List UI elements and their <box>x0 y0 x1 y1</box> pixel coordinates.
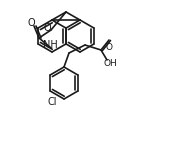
Text: O: O <box>27 18 35 28</box>
Text: Cl: Cl <box>47 97 57 107</box>
Text: O: O <box>105 43 113 53</box>
Text: NH: NH <box>43 40 57 50</box>
Text: O: O <box>43 23 51 33</box>
Text: OH: OH <box>103 58 117 68</box>
